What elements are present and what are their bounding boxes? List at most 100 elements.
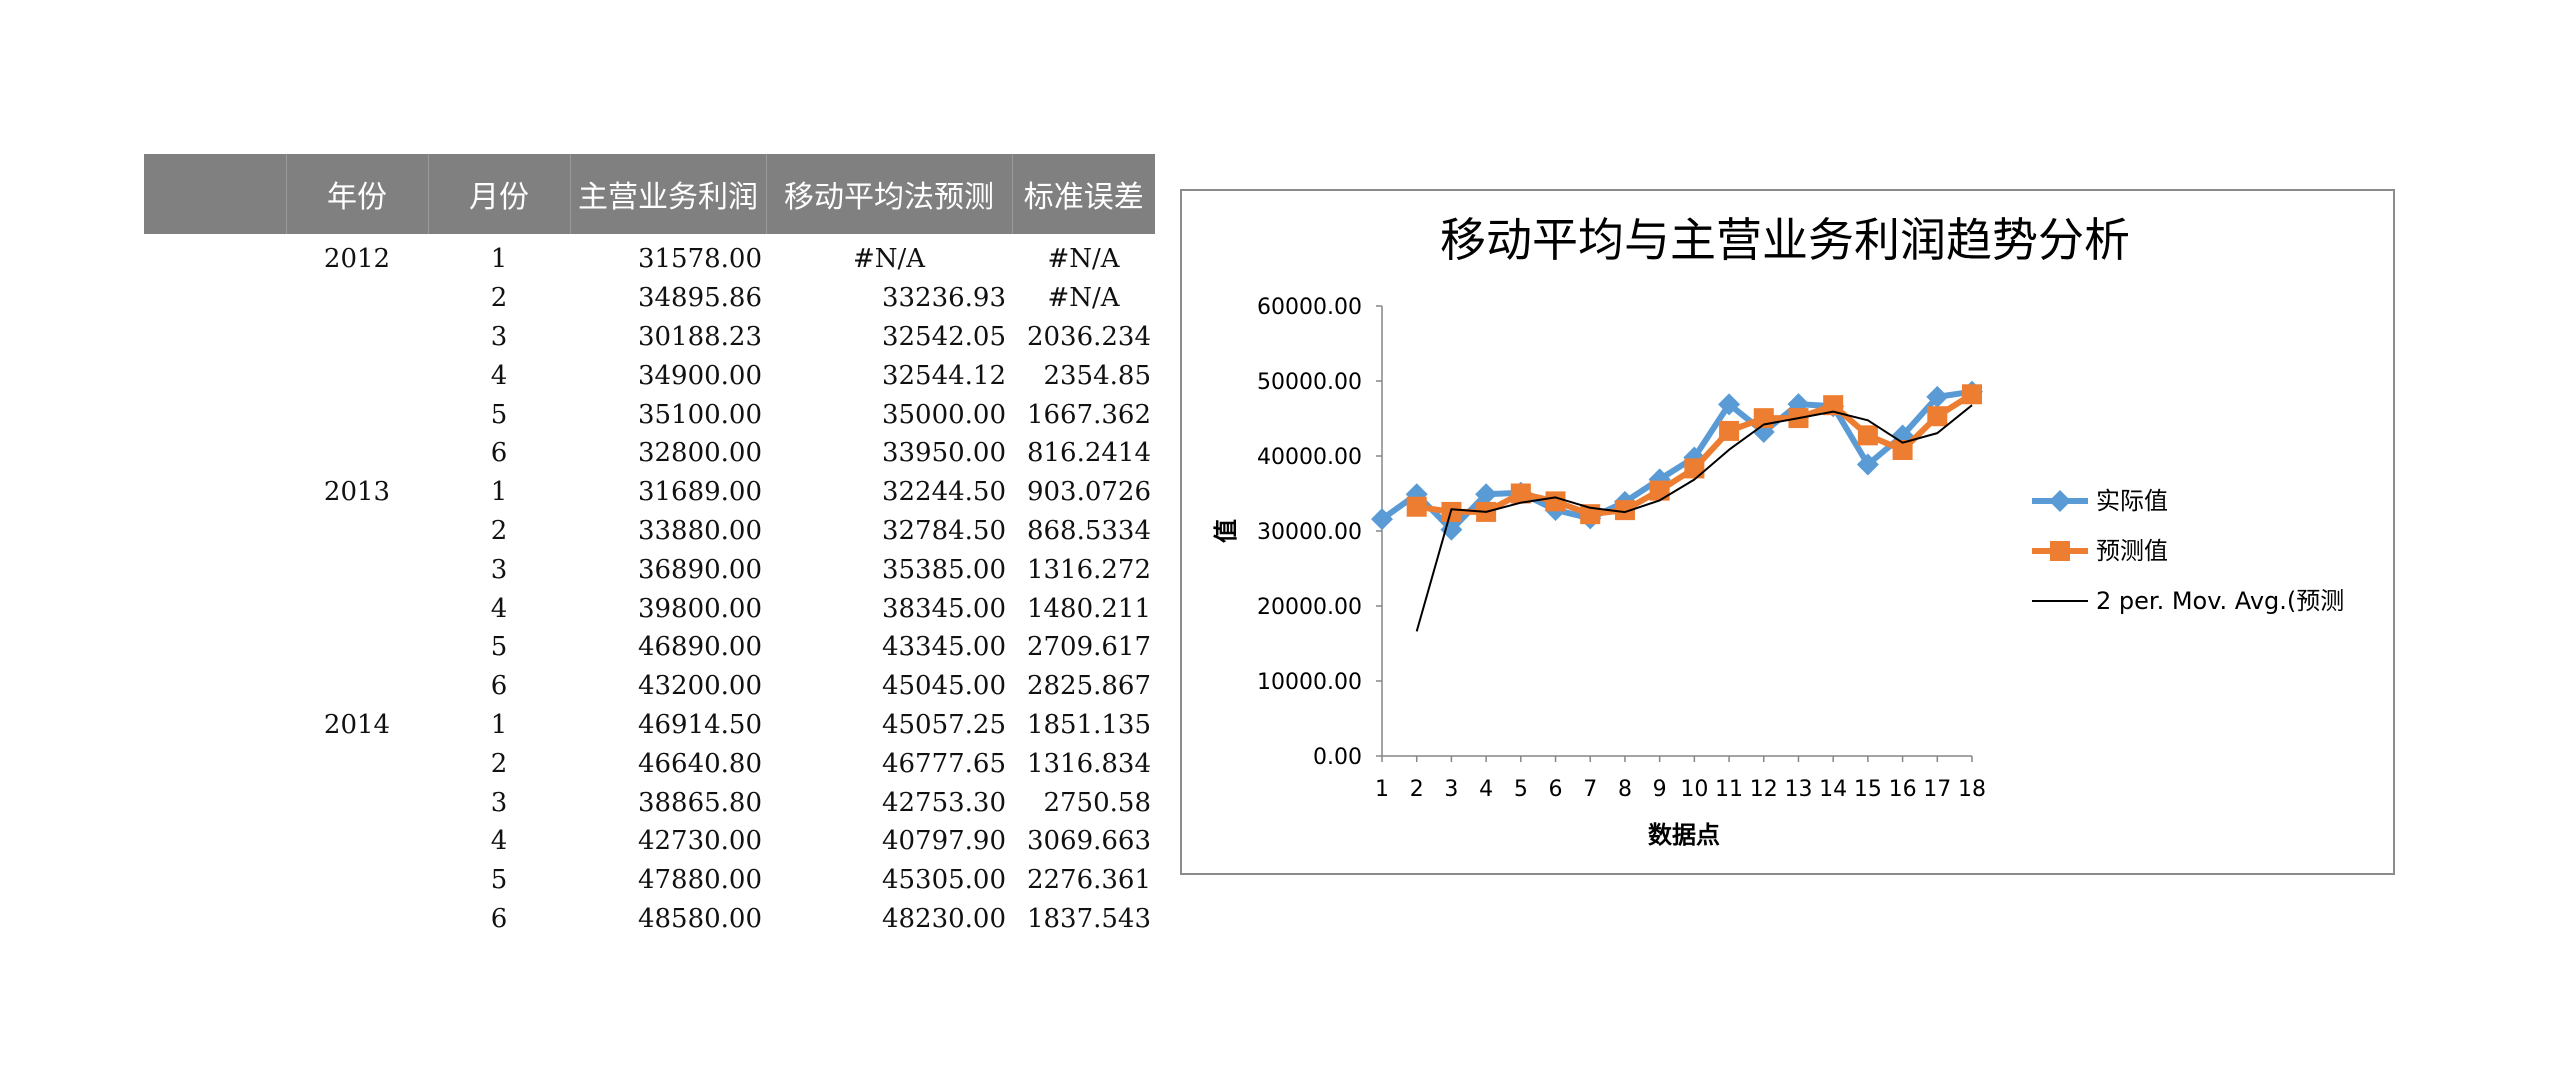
stderr-cell: 2276.361 [1026,865,1151,896]
month-cell: 1 [490,244,508,275]
table-row: 2014 1 46914.50 45057.25 1851.135 [144,706,1155,745]
stderr-cell: 1316.834 [1026,748,1151,779]
year-cell [286,861,428,900]
legend-label-1: 实际值 [2096,487,2168,515]
row-blank-cell [144,279,286,318]
y-axis-title: 值 [1212,519,1240,543]
forecast-cell: 38345.00 [881,593,1006,624]
row-blank-cell [144,512,286,551]
point-forecast [1927,406,1948,427]
point-forecast [1857,425,1878,446]
legend-marker-square [2050,541,2070,561]
year-cell [286,822,428,861]
month-cell: 5 [490,399,508,430]
row-blank-cell [144,589,286,628]
point-actual [1371,508,1393,531]
table-row: 4 42730.00 40797.90 3069.663 [144,822,1155,861]
table-row: 3 36890.00 35385.00 1316.272 [144,550,1155,589]
table-header-row: 年份 月份 主营业务利润 移动平均法预测 标准误差 [144,154,1155,234]
profit-cell: 42730.00 [637,826,762,857]
profit-cell: 43200.00 [637,671,762,702]
x-tick-label: 16 [1889,777,1917,802]
row-blank-cell [144,434,286,473]
stderr-cell: #N/A [1047,283,1120,314]
x-tick-label: 5 [1514,777,1528,802]
profit-cell: 31578.00 [637,244,762,275]
x-tick-label: 6 [1549,777,1563,802]
x-tick-label: 17 [1923,777,1951,802]
table-row: 2 34895.86 33236.93 #N/A [144,279,1155,318]
point-forecast [1614,500,1635,521]
point-forecast [1962,384,1982,405]
year-cell [286,900,428,939]
stderr-cell: 1837.543 [1026,903,1151,934]
y-tick-label: 20000.00 [1257,595,1362,620]
month-cell: 4 [490,593,508,624]
x-tick-label: 14 [1819,777,1847,802]
profit-table: 年份 月份 主营业务利润 移动平均法预测 标准误差 2012 1 31578.00 #… [144,154,1155,938]
stderr-cell: 1316.272 [1026,554,1151,585]
forecast-cell: 45057.25 [881,709,1006,740]
forecast-cell: 32244.50 [881,477,1006,508]
legend-label-3: 2 per. Mov. Avg.(预测 [2096,587,2344,615]
year-cell [286,550,428,589]
x-tick-label: 1 [1375,777,1389,802]
year-cell [286,589,428,628]
chart-plot [1371,380,1983,632]
trend-chart: 移动平均与主营业务利润趋势分析 数据点 值 0.00 10000.00 20000.… [1212,213,2344,849]
profit-cell: 46914.50 [637,709,762,740]
legend-label-2: 预测值 [2096,537,2168,565]
year-cell [286,744,428,783]
y-tick-label: 30000.00 [1257,520,1362,545]
profit-cell: 32800.00 [637,438,762,469]
point-forecast [1649,480,1670,501]
profit-cell: 35100.00 [637,399,762,430]
month-cell: 2 [490,515,508,546]
x-tick-label: 9 [1653,777,1667,802]
x-tick-label: 11 [1715,777,1743,802]
table-row: 4 39800.00 38345.00 1480.211 [144,589,1155,628]
year-cell [286,395,428,434]
stderr-cell: 903.0726 [1026,477,1151,508]
y-tick-label: 50000.00 [1257,370,1362,395]
x-tick-label: 18 [1958,777,1986,802]
row-blank-cell [144,667,286,706]
stderr-cell: 1667.362 [1026,399,1151,430]
stderr-cell: 2036.234 [1026,321,1151,352]
x-tick-label: 12 [1750,777,1778,802]
point-forecast [1684,458,1705,479]
row-blank-cell [144,706,286,745]
y-tick-label: 60000.00 [1257,295,1362,320]
stderr-cell: #N/A [1047,244,1120,275]
forecast-cell: #N/A [852,244,926,275]
table-row: 3 38865.80 42753.30 2750.58 [144,783,1155,822]
point-actual [1926,385,1949,408]
profit-cell: 46640.80 [637,748,762,779]
header-month: 月份 [427,154,570,234]
point-forecast [1892,440,1913,461]
year-cell [286,279,428,318]
point-actual [1475,483,1498,506]
year-cell [286,356,428,395]
header-stderr: 标准误差 [1011,154,1155,234]
month-cell: 6 [490,903,508,934]
point-actual [1440,518,1463,541]
table-row: 3 30188.23 32542.05 2036.234 [144,318,1155,357]
data-table-container: 年份 月份 主营业务利润 移动平均法预测 标准误差 2012 1 31578.00 #… [144,154,1155,938]
stderr-cell: 868.5334 [1026,515,1151,546]
x-tick-label: 7 [1583,777,1597,802]
chart-axes: 0.00 10000.00 20000.00 30000.00 40000.00 5000… [1257,295,1986,802]
forecast-cell: 48230.00 [881,903,1006,934]
table-row: 2 33880.00 32784.50 868.5334 [144,512,1155,551]
point-actual [1856,453,1879,476]
year-cell [286,434,428,473]
profit-cell: 47880.00 [637,865,762,896]
x-tick-label: 15 [1854,777,1882,802]
month-cell: 3 [490,787,508,818]
year-cell: 2012 [323,244,391,275]
forecast-cell: 42753.30 [881,787,1006,818]
stderr-cell: 2709.617 [1026,632,1151,663]
year-cell [286,628,428,667]
row-blank-cell [144,550,286,589]
month-cell: 5 [490,865,508,896]
